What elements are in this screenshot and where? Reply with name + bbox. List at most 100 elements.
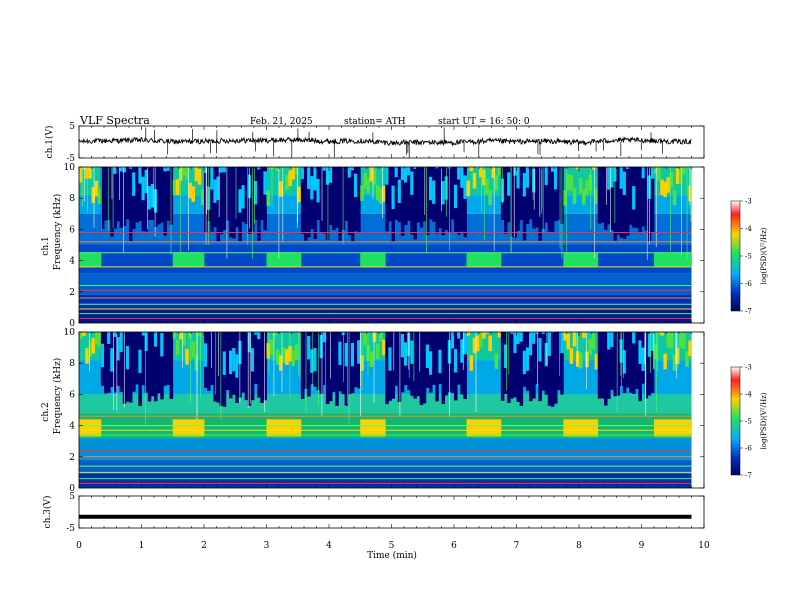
spectrogram-cell <box>394 167 399 178</box>
spectrogram-cell <box>363 419 367 437</box>
spectrogram-cell <box>607 332 611 399</box>
spectrogram-cell <box>163 167 167 172</box>
spectrogram-cell <box>660 252 664 267</box>
spectrogram-cell <box>682 333 686 349</box>
spectrogram-cell <box>641 167 646 227</box>
spectrogram-cell <box>304 167 308 241</box>
spectrogram-cell <box>669 252 674 267</box>
spectrogram-cell <box>538 338 542 362</box>
spectrogram-cell <box>85 348 89 364</box>
spectrogram-cell <box>600 332 605 399</box>
spectrogram-cell <box>472 419 477 437</box>
spectrogram-cell <box>519 332 524 406</box>
spectrogram-cell <box>350 167 355 242</box>
spectrogram-cell <box>475 335 480 352</box>
spectrogram-cell <box>188 332 192 339</box>
spectrogram-cell <box>210 167 214 232</box>
spectrogram-cell <box>175 179 180 195</box>
spectrogram-cell <box>432 332 436 385</box>
spectrogram-cell <box>279 252 283 267</box>
spectrogram-cell <box>160 167 164 223</box>
spectrogram-cell <box>279 181 283 197</box>
spectrogram-cell <box>638 167 642 234</box>
spectrogram-cell <box>372 252 377 267</box>
spectrogram-cell <box>666 177 671 193</box>
spectrogram-cell <box>179 167 183 181</box>
spectrogram-cell <box>466 419 471 437</box>
spectrogram-cell <box>463 332 467 400</box>
spectrogram-cell <box>129 332 133 403</box>
ch1-spectrogram-panel: 0 2 4 6 8 10 <box>64 163 705 329</box>
spectrogram-cell <box>579 419 583 437</box>
colorbar-tick-label: -5 <box>745 418 752 426</box>
spectrogram-cell <box>113 167 117 174</box>
spectrogram-cell <box>375 185 380 201</box>
spectrogram-cell <box>350 342 355 367</box>
spectrogram-cell <box>275 349 280 365</box>
spectrogram-cell <box>282 252 286 267</box>
spectrogram-cell <box>138 167 142 222</box>
spectrogram-cell <box>654 419 658 437</box>
spectrogram-cell <box>235 167 239 228</box>
spectrogram-cell <box>494 419 499 437</box>
spectrogram-cell <box>147 186 152 210</box>
spectrogram-cell <box>654 252 658 267</box>
spectrogram-cell <box>394 167 399 220</box>
spectrogram-cell <box>516 332 521 402</box>
spectrogram-cell <box>285 252 289 267</box>
spectrogram-cell <box>600 167 605 223</box>
spectrogram-cell <box>135 332 139 385</box>
spectrogram-cell <box>566 333 571 350</box>
ch1-frequency-label: Frequency (kHz) <box>52 194 63 271</box>
spectrogram-cell <box>375 252 380 267</box>
spectrogram-cell <box>357 340 361 364</box>
spectrogram-cell <box>104 167 108 221</box>
spectrogram-cell <box>585 351 589 368</box>
spectrogram-cell <box>141 332 146 386</box>
start-time-text: start UT = 16: 50: 0 <box>438 117 530 127</box>
spectrogram-cell <box>291 419 296 437</box>
spectrogram-cell <box>657 419 661 437</box>
spectrogram-cell <box>197 332 202 337</box>
spectrogram-cell <box>269 167 274 170</box>
spectrogram-cell <box>591 167 596 170</box>
spectrogram-cell <box>469 167 474 172</box>
spectrogram-cell <box>141 332 146 336</box>
time-tick-label: 9 <box>639 541 645 551</box>
colorbar-tick-label: -7 <box>745 472 752 480</box>
spectrogram-cell <box>335 167 339 228</box>
spectrogram-cell <box>372 332 377 342</box>
spectrogram-cell <box>469 252 474 267</box>
spectrogram-cell <box>550 167 555 172</box>
spectrogram-cell <box>504 344 508 368</box>
ch1-spectrogram-ylabel: ch.1 <box>41 236 51 255</box>
spectrogram-cell <box>457 167 461 180</box>
spectrogram-cell <box>491 167 496 178</box>
spectrogram-cell <box>88 340 92 357</box>
spectrogram-cell <box>404 342 408 366</box>
p-ch1s-tick-label: 6 <box>69 225 75 235</box>
spectrogram-cell <box>369 252 374 267</box>
spectrogram-cell <box>610 332 614 390</box>
spectrogram-cell <box>207 332 211 391</box>
colorbar-tick-label: -4 <box>745 391 752 399</box>
spectrogram-cell <box>594 188 599 204</box>
spectrogram-cell <box>307 167 311 190</box>
spectrogram-cell <box>429 351 433 375</box>
spectrogram-cell <box>507 172 511 196</box>
spectrogram-cell <box>485 419 489 437</box>
spectrogram-cell <box>685 252 689 267</box>
spectrogram-cell <box>422 332 427 404</box>
spectrogram-cell <box>513 167 517 176</box>
time-tick-label: 1 <box>139 541 145 551</box>
spectrogram-cell <box>460 167 464 188</box>
spectrogram-cell <box>263 332 267 401</box>
spectrogram-cell <box>497 419 502 437</box>
spectrogram-cell <box>94 332 99 345</box>
spectrogram-cell <box>663 353 667 370</box>
spectrogram-cell <box>497 167 502 175</box>
spectrogram-cell <box>125 167 130 220</box>
spectrogram-cell <box>313 347 317 372</box>
spectrogram-cell <box>463 332 467 355</box>
spectrogram-cell <box>569 348 574 364</box>
